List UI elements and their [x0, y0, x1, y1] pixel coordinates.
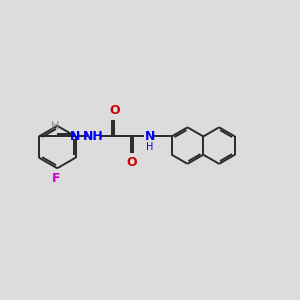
Text: O: O	[109, 104, 120, 117]
Text: NH: NH	[83, 130, 104, 143]
Text: H: H	[146, 142, 153, 152]
Text: N: N	[144, 130, 155, 143]
Text: F: F	[52, 172, 60, 185]
Text: H: H	[51, 122, 59, 131]
Text: N: N	[70, 130, 80, 143]
Text: O: O	[126, 156, 137, 169]
